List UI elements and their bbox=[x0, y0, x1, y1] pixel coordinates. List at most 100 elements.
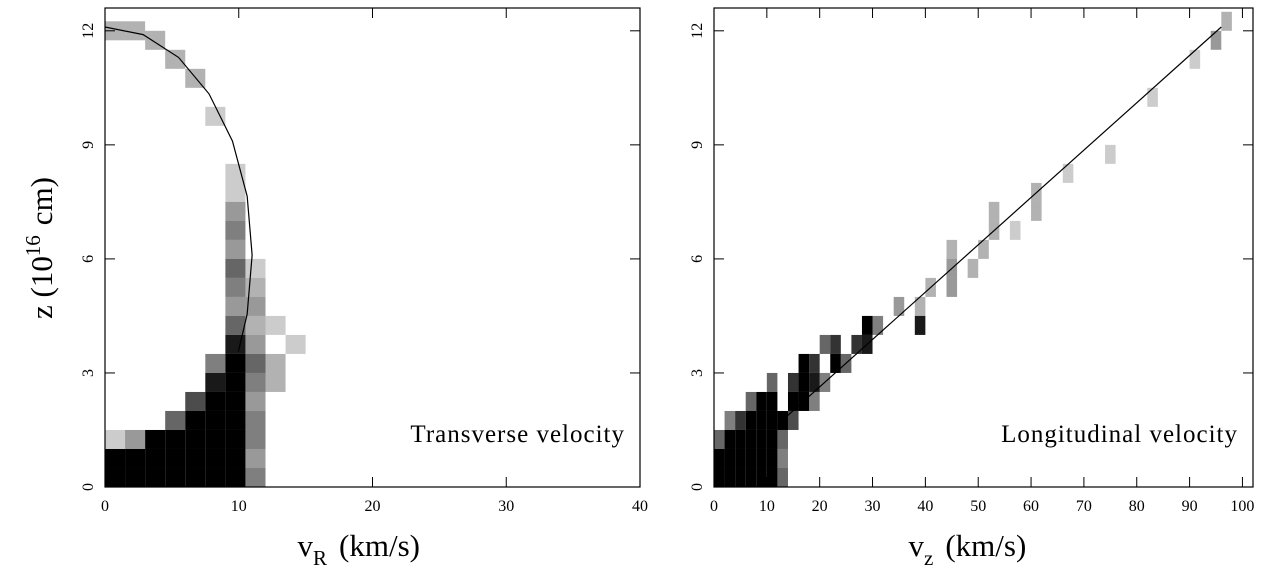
density-cell bbox=[245, 315, 266, 335]
density-cell bbox=[766, 448, 778, 468]
density-cell bbox=[185, 467, 206, 487]
x-label-unit: (km/s) bbox=[945, 528, 1026, 563]
density-cell bbox=[145, 429, 166, 449]
x-label-main: v bbox=[298, 528, 314, 563]
y-tick-label: 12 bbox=[80, 23, 97, 39]
density-cell bbox=[735, 410, 746, 430]
density-cell bbox=[756, 391, 767, 411]
x-tick-label: 10 bbox=[759, 498, 775, 515]
density-cell bbox=[165, 410, 186, 430]
density-cell bbox=[714, 429, 725, 449]
density-cell bbox=[245, 467, 266, 487]
density-cell bbox=[225, 315, 246, 335]
density-cell bbox=[798, 372, 810, 392]
density-cell bbox=[165, 448, 186, 468]
density-cell bbox=[225, 182, 246, 202]
density-cell bbox=[1147, 87, 1158, 107]
y-tick-label: 3 bbox=[80, 369, 97, 377]
density-cell bbox=[105, 429, 126, 449]
density-cell bbox=[914, 315, 926, 335]
density-cell bbox=[205, 429, 226, 449]
density-cell bbox=[205, 391, 226, 411]
density-cell bbox=[798, 353, 810, 373]
panel: 0 10 20 30 40 0 3 6 9 12 Transverse velocity vR (km/… bbox=[21, 7, 648, 570]
density-cell bbox=[125, 429, 146, 449]
density-cell bbox=[125, 448, 146, 468]
x-tick-label: 80 bbox=[1129, 498, 1145, 515]
density-cell bbox=[1009, 220, 1021, 240]
x-label-sub: z bbox=[924, 546, 933, 570]
x-tick-label: 20 bbox=[365, 498, 381, 515]
density-cell bbox=[978, 239, 989, 259]
density-cell bbox=[225, 410, 246, 430]
density-cell bbox=[205, 467, 226, 487]
density-cell bbox=[893, 296, 905, 316]
y-tick-label: 12 bbox=[689, 23, 706, 39]
density-cell bbox=[946, 277, 958, 297]
density-cell bbox=[1189, 49, 1201, 69]
density-cell bbox=[185, 391, 206, 411]
density-cell bbox=[225, 277, 246, 297]
y-tick-label: 6 bbox=[80, 255, 97, 263]
density-cell bbox=[756, 410, 767, 430]
density-cell bbox=[1210, 30, 1222, 50]
density-cell bbox=[225, 239, 246, 259]
density-cell bbox=[787, 372, 799, 392]
density-cell bbox=[205, 448, 226, 468]
density-cell bbox=[245, 410, 266, 430]
density-cell bbox=[724, 448, 736, 468]
y-label-main: z (10 bbox=[24, 256, 59, 319]
y-tick-label: 9 bbox=[80, 141, 97, 149]
density-cell bbox=[225, 391, 246, 411]
density-cell bbox=[745, 410, 757, 430]
density-cell bbox=[145, 467, 166, 487]
density-cell bbox=[185, 410, 206, 430]
density-cell bbox=[205, 410, 226, 430]
density-cell bbox=[872, 315, 884, 335]
density-cell bbox=[809, 372, 820, 392]
density-cell bbox=[225, 334, 246, 354]
density-cell bbox=[245, 429, 266, 449]
x-axis-label: vR (km/s) bbox=[298, 528, 420, 570]
density-cell bbox=[225, 467, 246, 487]
density-cell bbox=[766, 467, 778, 487]
x-tick-label: 100 bbox=[1230, 498, 1254, 515]
density-cell bbox=[125, 21, 146, 41]
curve bbox=[104, 26, 253, 352]
density-cell bbox=[724, 410, 736, 430]
density-cell bbox=[245, 277, 266, 297]
density-cell bbox=[225, 353, 246, 373]
density-cell bbox=[766, 391, 778, 411]
density-cell bbox=[205, 372, 226, 392]
panel: 0 10 20 30 40 50 60 70 80 90 100 0 3 6 9 12 Longitudinal… bbox=[689, 7, 1254, 570]
annotation: Longitudinal velocity bbox=[1001, 421, 1238, 448]
x-tick-label: 0 bbox=[710, 498, 718, 515]
density-cell bbox=[105, 467, 126, 487]
density-cell bbox=[1105, 144, 1116, 164]
density-cell bbox=[777, 448, 788, 468]
density-cell bbox=[745, 391, 757, 411]
x-tick-label: 30 bbox=[498, 498, 514, 515]
x-label-unit: (km/s) bbox=[339, 528, 420, 563]
y-tick-label: 9 bbox=[689, 141, 706, 149]
density-cell bbox=[165, 429, 186, 449]
density-cell bbox=[165, 467, 186, 487]
density-cell bbox=[185, 429, 206, 449]
y-axis-label: z (1016 cm) bbox=[21, 177, 59, 319]
annotation: Transverse velocity bbox=[410, 421, 625, 448]
density-cell bbox=[245, 372, 266, 392]
x-tick-label: 40 bbox=[632, 498, 648, 515]
density-cell bbox=[1221, 11, 1232, 31]
x-label-sub: R bbox=[313, 546, 327, 570]
density-cell bbox=[714, 448, 725, 468]
density-cell bbox=[745, 429, 757, 449]
density-cell bbox=[745, 448, 757, 468]
density-cell bbox=[245, 296, 266, 316]
density-cell bbox=[830, 334, 841, 354]
x-label-main: v bbox=[909, 528, 925, 563]
density-cell bbox=[756, 448, 767, 468]
density-cell bbox=[766, 429, 778, 449]
density-cell bbox=[145, 448, 166, 468]
density-cell bbox=[851, 334, 862, 354]
density-cell bbox=[225, 296, 246, 316]
